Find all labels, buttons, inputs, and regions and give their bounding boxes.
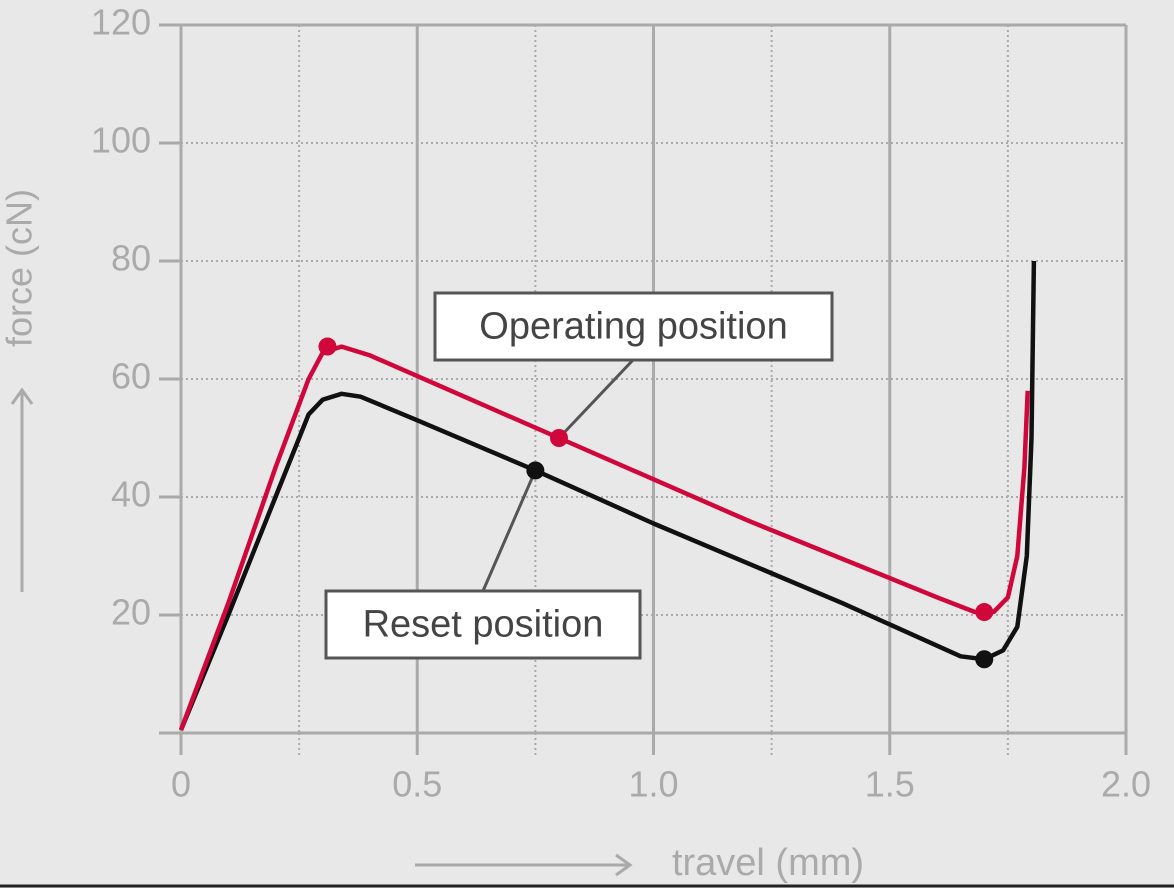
line [178,260,1037,731]
x-tick-label: 2.0 [1101,764,1151,805]
y-axis-label: force (cN) [0,189,40,347]
x-tick-label: 0 [171,764,191,805]
y-arrow-head [10,387,34,405]
y-tick-label: 40 [111,474,151,515]
x-tick-label: 1.0 [628,764,678,805]
marker [975,650,994,669]
legend-label: Operating position [479,306,787,348]
leader-line [557,358,635,440]
y-tick-label: 60 [111,356,151,397]
y-tick-label: 20 [111,592,151,633]
leader-line [481,469,537,592]
marker [318,337,337,356]
marker [975,603,994,622]
marker [526,461,545,480]
x-axis-label: travel (mm) [672,842,864,884]
legend-box [324,589,642,660]
legend-label: Reset position [363,604,604,646]
x-arrow-head [615,853,633,877]
x-tick-label: 1.5 [865,764,915,805]
y-tick-label: 80 [111,238,151,279]
marker [550,429,568,447]
y-tick-label: 100 [91,120,151,161]
legend-box [433,291,834,362]
line [178,344,1030,731]
x-tick-label: 0.5 [392,764,442,805]
y-tick-label: 120 [91,2,151,43]
